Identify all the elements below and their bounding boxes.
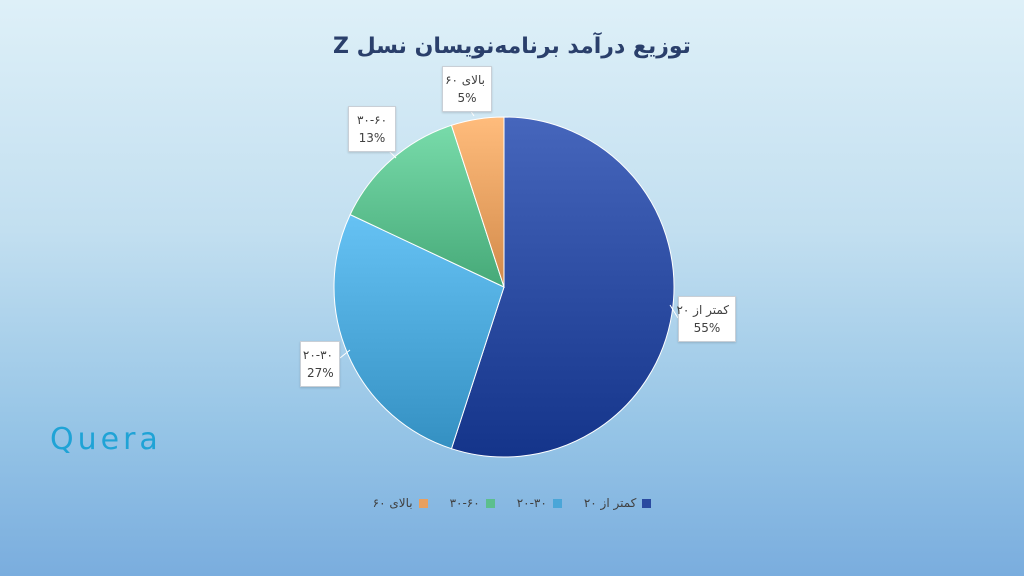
quera-logo: Quera (50, 422, 162, 457)
data-label-30-60: ۳۰-۶۰ 13% (348, 106, 396, 152)
legend-label: ۲۰-۳۰ (516, 496, 547, 510)
data-label-value: 13% (358, 131, 386, 145)
data-label-category: ۲۰-۳۰ (302, 348, 333, 362)
chart-title: توزیع درآمد برنامه‌نویسان نسل Z (333, 34, 691, 59)
legend-item: ۳۰-۶۰ (450, 496, 495, 510)
legend-label: کمتر از ۲۰ (583, 496, 637, 510)
data-label-value: 27% (307, 366, 334, 380)
data-label-category: ۳۰-۶۰ (356, 113, 388, 127)
legend-swatch (642, 498, 652, 508)
pie-slice-20-30 (333, 213, 505, 450)
data-label-value: 55% (693, 321, 721, 335)
data-label-category: بالای ۶۰ (445, 73, 485, 87)
data-label-under-20: کمتر از ۲۰ 55% (676, 296, 736, 342)
legend-swatch (552, 498, 562, 508)
pie-slice-under-20 (450, 116, 675, 458)
data-label-category: کمتر از ۲۰ (676, 303, 729, 317)
legend-item: بالای ۶۰ (373, 496, 428, 510)
legend-item: ۲۰-۳۰ (517, 496, 562, 510)
pie-slice-over-60 (450, 116, 505, 288)
legend-label: بالای ۶۰ (372, 496, 413, 510)
data-label-value: 5% (457, 91, 477, 105)
data-label-over-60: بالای ۶۰ 5% (442, 66, 492, 112)
leader-line-20-30 (339, 349, 351, 359)
legend-label: ۳۰-۶۰ (449, 496, 480, 510)
data-label-20-30: ۲۰-۳۰ 27% (300, 341, 340, 387)
legend-item: کمتر از ۲۰ (584, 496, 652, 510)
leader-line-under-20 (669, 304, 679, 319)
pie-slice-30-60 (349, 124, 505, 288)
legend-swatch (418, 498, 428, 508)
chart-legend: کمتر از ۲۰ ۲۰-۳۰ ۳۰-۶۰ بالای ۶۰ (0, 496, 1024, 510)
legend-swatch (485, 498, 495, 508)
